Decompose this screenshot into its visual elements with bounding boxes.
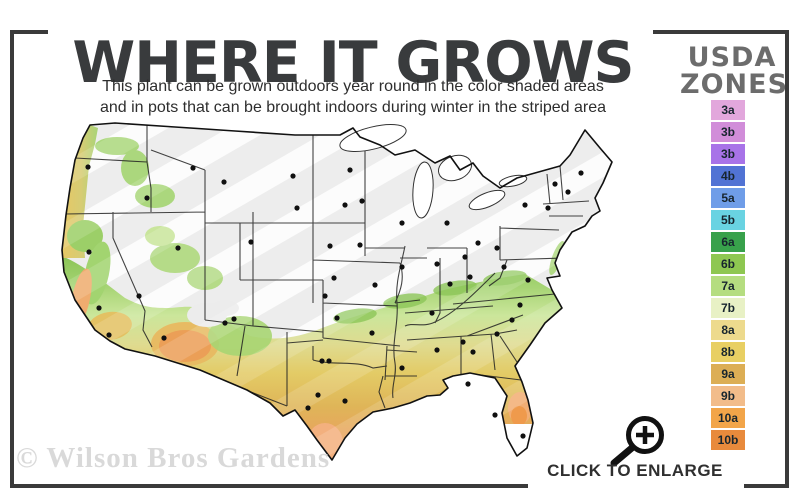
lake-erie [468,189,506,211]
legend-swatches: 3a 3b 3b 4b 5a 5b 6a 6b 7a 7b 8a 8b 9a 9b 10a 10b [711,100,745,452]
zone-swatch-3a: 3a [711,100,745,120]
zone-swatch-3b: 3b [711,144,745,164]
us-outline [61,122,613,461]
zone-swatch-10a: 10a [711,408,745,428]
frame-bottom-right-stub [744,484,789,488]
great-lakes [339,124,528,219]
subtitle: This plant can be grown outdoors year ro… [0,77,706,119]
frame-right [785,30,789,488]
us-zone-map[interactable] [55,108,667,464]
click-to-enlarge-button[interactable]: CLICK TO ENLARGE [547,461,723,480]
lake-superior [339,124,407,152]
map-fill-layers [62,123,612,460]
lake-michigan [412,161,434,219]
zone-swatch-6b: 6b [711,254,745,274]
state-borders [64,124,590,409]
zone-swatch-4b: 4b [711,166,745,186]
frame-top-right [653,30,789,34]
zoom-in-magnifier-icon[interactable] [605,405,671,467]
zone-swatch-6a: 6a [711,232,745,252]
zone-swatch-5a: 5a [711,188,745,208]
zone-swatch-9a: 9a [711,364,745,384]
zone-swatch-3b: 3b [711,122,745,142]
zone-swatch-7b: 7b [711,298,745,318]
legend-title: USDA ZONES [680,42,789,100]
zone-swatch-7a: 7a [711,276,745,296]
subtitle-line-1: This plant can be grown outdoors year ro… [102,78,604,95]
frame-left [10,30,14,488]
zone-swatch-10b: 10b [711,430,745,450]
legend-title-usda: USDA [687,42,777,73]
city-dots [85,164,584,439]
zone-swatch-9b: 9b [711,386,745,406]
frame-top-left-stub [10,30,48,34]
zone-swatch-5b: 5b [711,210,745,230]
zone-swatch-8b: 8b [711,342,745,362]
legend-title-zones: ZONES [680,69,789,100]
zone-swatch-8a: 8a [711,320,745,340]
watermark: © Wilson Bros Gardens [16,442,331,474]
subtitle-line-2: and in pots that can be brought indoors … [99,98,607,116]
page-title: WHERE IT GROWS [72,30,634,97]
frame-bottom-left [10,484,528,488]
